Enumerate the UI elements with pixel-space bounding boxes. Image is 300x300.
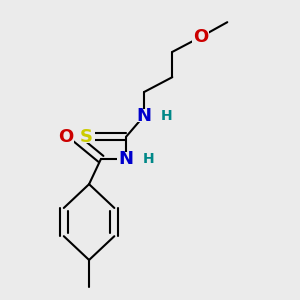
FancyBboxPatch shape bbox=[135, 109, 153, 122]
FancyBboxPatch shape bbox=[192, 31, 209, 44]
Text: O: O bbox=[58, 128, 73, 146]
Text: S: S bbox=[80, 128, 93, 146]
Text: O: O bbox=[193, 28, 208, 46]
Text: N: N bbox=[136, 107, 152, 125]
Text: H: H bbox=[160, 109, 172, 123]
FancyBboxPatch shape bbox=[117, 152, 135, 166]
FancyBboxPatch shape bbox=[77, 130, 95, 143]
Text: H: H bbox=[143, 152, 154, 166]
Text: N: N bbox=[119, 150, 134, 168]
FancyBboxPatch shape bbox=[56, 130, 74, 143]
